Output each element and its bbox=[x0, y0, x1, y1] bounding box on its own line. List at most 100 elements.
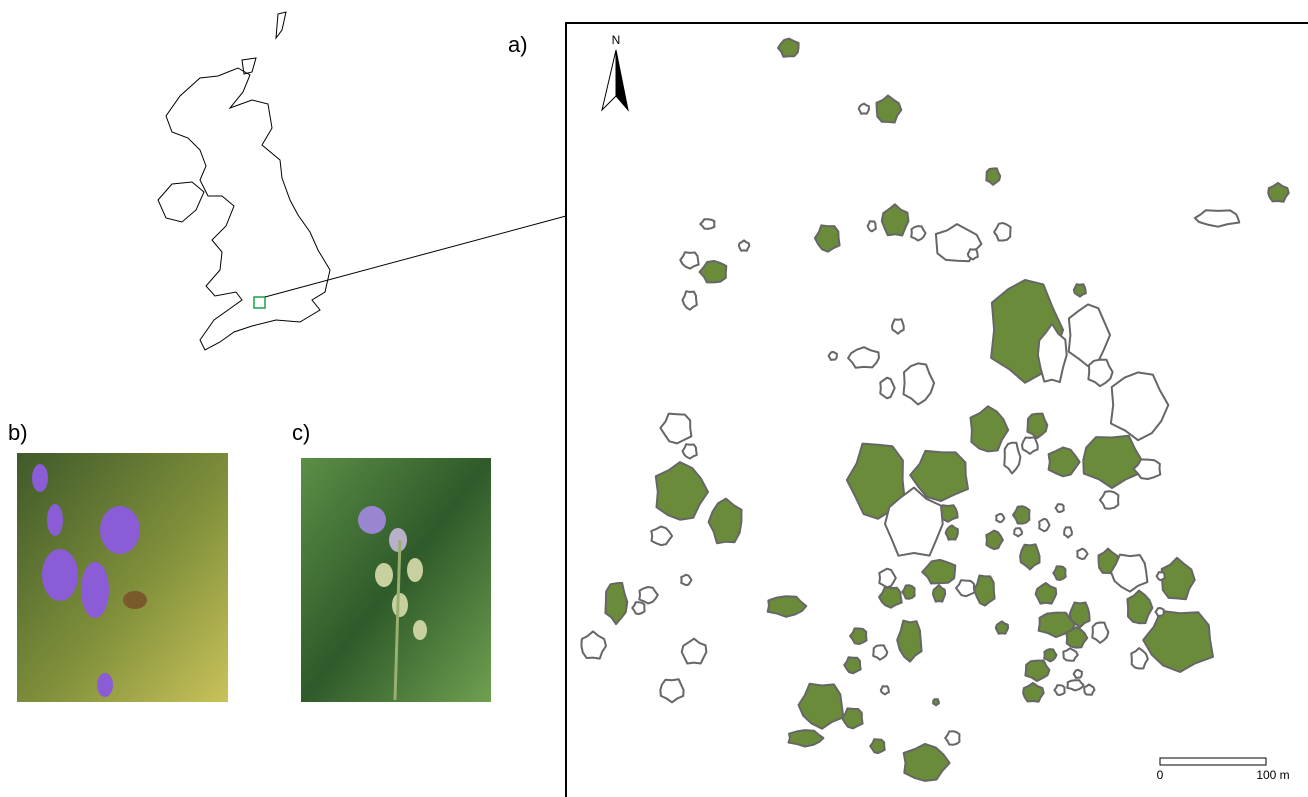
occupied-patch bbox=[870, 739, 885, 753]
unoccupied-patch bbox=[994, 223, 1011, 241]
unoccupied-patch bbox=[700, 219, 714, 229]
occupied-patch bbox=[778, 39, 799, 57]
unoccupied-patch bbox=[1067, 680, 1083, 690]
occupied-patch bbox=[1066, 627, 1087, 648]
occupied-patch bbox=[1268, 183, 1289, 202]
habitat-patches bbox=[581, 39, 1288, 781]
unoccupied-patch bbox=[868, 221, 876, 231]
occupied-patch bbox=[996, 621, 1008, 633]
unoccupied-patch bbox=[1157, 572, 1165, 580]
occupied-patch bbox=[700, 261, 727, 282]
unoccupied-patch bbox=[683, 444, 697, 458]
north-label: N bbox=[612, 33, 621, 47]
occupied-patch bbox=[897, 621, 921, 662]
unoccupied-patch bbox=[1022, 437, 1038, 454]
unoccupied-patch bbox=[1064, 527, 1072, 537]
panel-label: a) bbox=[508, 32, 528, 57]
occupied-patch bbox=[768, 596, 807, 617]
occupied-patch bbox=[1049, 448, 1080, 477]
occupied-patch bbox=[882, 204, 909, 235]
study-site-box bbox=[254, 297, 265, 308]
unoccupied-patch bbox=[1092, 623, 1108, 643]
scale-end: 100 m bbox=[1256, 768, 1289, 782]
occupied-patch bbox=[844, 657, 861, 673]
occupied-patch bbox=[1036, 583, 1057, 604]
occupied-patch bbox=[850, 628, 867, 644]
unoccupied-patch bbox=[1077, 549, 1087, 559]
occupied-patch bbox=[1053, 566, 1065, 580]
page: a) N 0 100 m b) c) (() => { const data =… bbox=[0, 0, 1308, 797]
occupied-patch bbox=[1027, 414, 1047, 439]
occupied-patch bbox=[933, 699, 939, 705]
unoccupied-patch bbox=[880, 378, 894, 399]
unoccupied-patch bbox=[1074, 670, 1082, 678]
occupied-patch bbox=[877, 96, 902, 123]
occupied-patch bbox=[986, 168, 1000, 184]
figure: a) N 0 100 m b) c) bbox=[0, 0, 1308, 797]
unoccupied-patch bbox=[881, 686, 889, 694]
unoccupied-patch bbox=[848, 347, 879, 368]
unoccupied-patch bbox=[660, 679, 683, 702]
unoccupied-patch bbox=[639, 587, 658, 604]
unoccupied-patch bbox=[945, 731, 959, 745]
unoccupied-patch bbox=[1088, 360, 1112, 387]
unoccupied-patch bbox=[1131, 648, 1148, 668]
occupied-patch bbox=[789, 730, 824, 746]
occupied-patch bbox=[971, 406, 1009, 451]
occupied-patch bbox=[656, 462, 708, 520]
unoccupied-patch bbox=[1063, 648, 1078, 660]
occupied-patch bbox=[986, 531, 1003, 550]
unoccupied-patch bbox=[956, 580, 975, 596]
occupied-patch bbox=[879, 587, 902, 607]
unoccupied-patch bbox=[680, 252, 698, 268]
unoccupied-patch bbox=[1084, 684, 1094, 694]
unoccupied-patch bbox=[632, 602, 644, 614]
shetland bbox=[276, 12, 286, 38]
unoccupied-patch bbox=[892, 319, 904, 334]
unoccupied-patch bbox=[968, 249, 978, 259]
unoccupied-patch bbox=[1111, 372, 1168, 440]
occupied-patch bbox=[1023, 683, 1044, 702]
uk-outline bbox=[166, 68, 330, 350]
occupied-patch bbox=[1127, 591, 1152, 624]
occupied-patch bbox=[1013, 506, 1030, 523]
scale-bar bbox=[1160, 758, 1266, 765]
panel-label: b) bbox=[8, 420, 28, 445]
unoccupied-patch bbox=[1004, 443, 1020, 474]
occupied-patch bbox=[946, 525, 958, 539]
occupied-patch bbox=[1074, 284, 1086, 296]
unoccupied-patch bbox=[829, 352, 837, 360]
occupied-patch bbox=[1025, 661, 1049, 682]
occupied-patch bbox=[605, 583, 627, 624]
unoccupied-patch bbox=[739, 240, 749, 250]
north-arrow-right bbox=[616, 50, 628, 110]
unoccupied-patch bbox=[581, 631, 606, 658]
unoccupied-patch bbox=[1014, 528, 1022, 536]
occupied-patch bbox=[974, 576, 995, 606]
unoccupied-patch bbox=[873, 645, 887, 659]
occupied-patch bbox=[1044, 649, 1056, 661]
unoccupied-patch bbox=[1100, 491, 1119, 509]
occupied-patch bbox=[922, 560, 955, 584]
unoccupied-patch bbox=[996, 514, 1004, 522]
occupied-patch bbox=[842, 708, 863, 728]
unoccupied-patch bbox=[682, 639, 707, 664]
occupied-patch bbox=[1143, 611, 1213, 672]
unoccupied-patch bbox=[651, 527, 672, 546]
unoccupied-patch bbox=[904, 363, 935, 404]
unoccupied-patch bbox=[1039, 519, 1049, 531]
orkney bbox=[242, 58, 256, 74]
occupied-patch bbox=[799, 684, 844, 729]
unoccupied-patch bbox=[1054, 685, 1064, 695]
occupied-patch bbox=[904, 744, 950, 781]
unoccupied-patch bbox=[1195, 210, 1239, 226]
north-arrow-left bbox=[602, 50, 616, 110]
occupied-patch bbox=[902, 585, 914, 599]
occupied-patch bbox=[1083, 436, 1141, 488]
unoccupied-patch bbox=[1111, 555, 1147, 592]
unoccupied-patch bbox=[879, 569, 896, 588]
unoccupied-patch bbox=[1056, 504, 1064, 512]
scale-start: 0 bbox=[1157, 768, 1164, 782]
occupied-patch bbox=[933, 585, 945, 602]
occupied-patch bbox=[1162, 558, 1195, 599]
